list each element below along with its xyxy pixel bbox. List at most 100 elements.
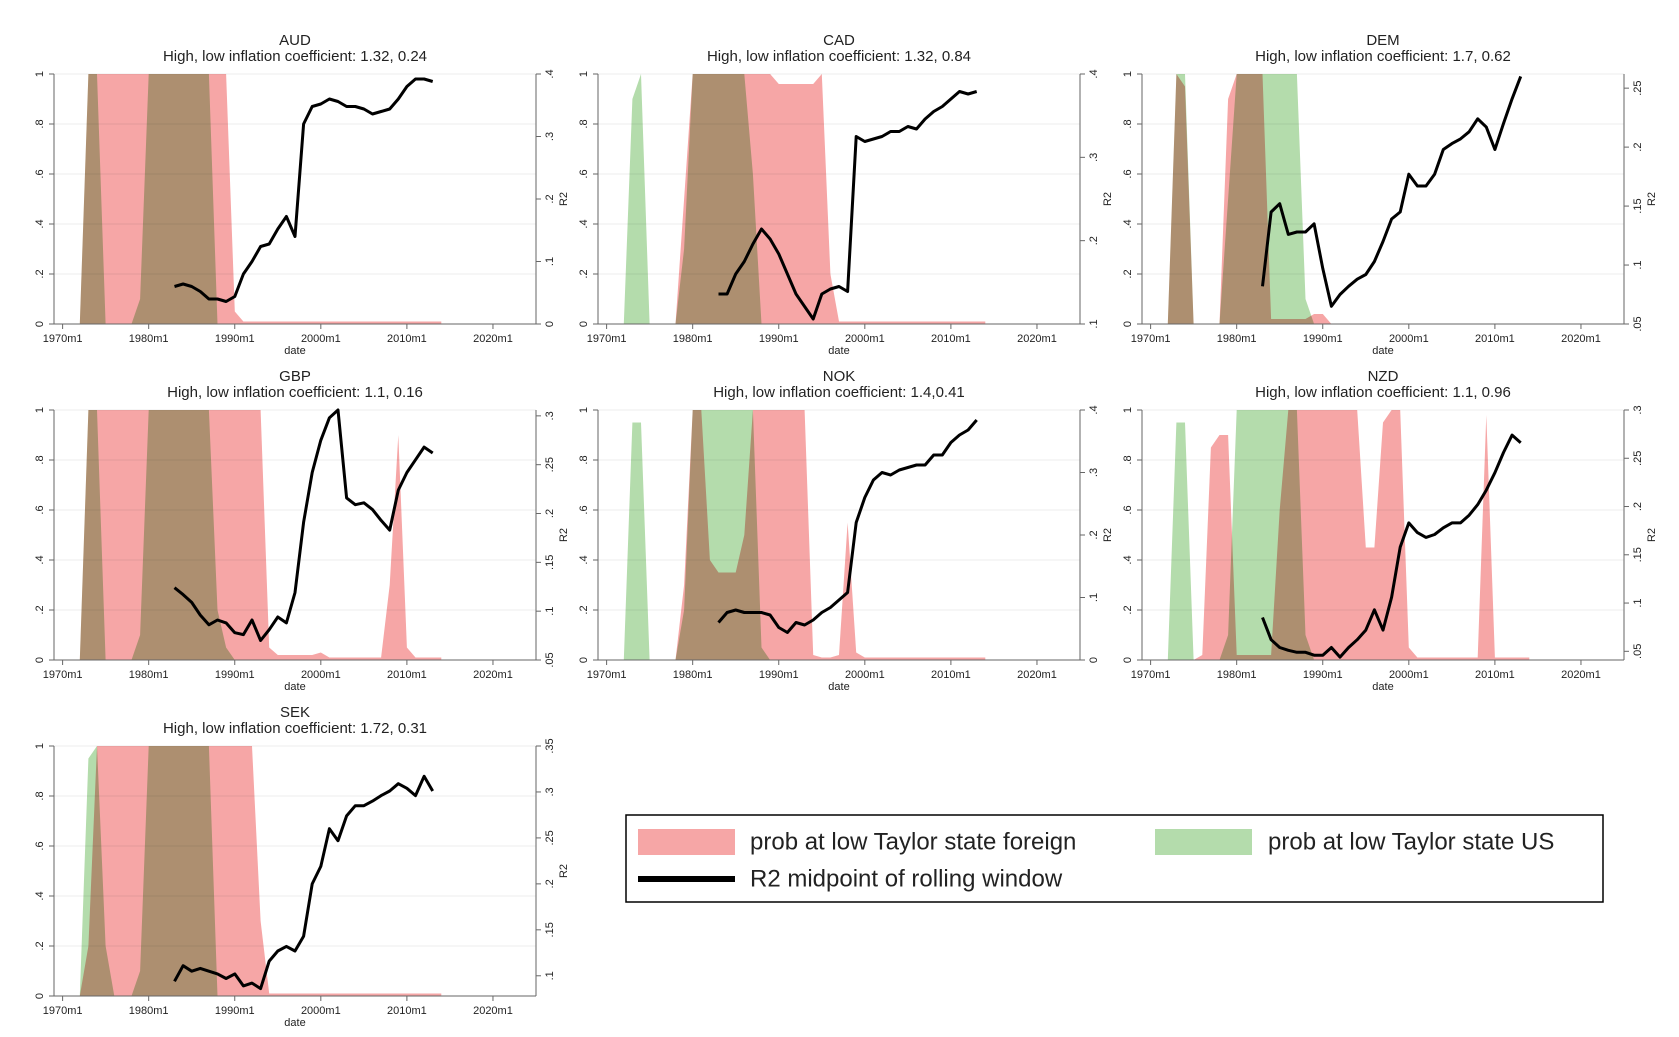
panel-title: NZD: [1368, 368, 1399, 385]
y2-tick-label: .05: [544, 652, 556, 667]
x-tick-label: 1980m1: [673, 669, 713, 681]
y2-tick-label: .4: [1088, 69, 1100, 78]
r2-line: [173, 774, 434, 991]
y2-tick-label: .3: [544, 132, 556, 141]
y2-axis-label: R2: [558, 528, 570, 542]
y2-tick-label: .2: [544, 194, 556, 203]
probability-area: [623, 74, 986, 324]
panel-title: DEM: [1366, 32, 1399, 49]
y-tick-label: .2: [1122, 605, 1134, 614]
r2-line: [718, 90, 978, 321]
x-tick-label: 2000m1: [1389, 333, 1429, 345]
y2-tick-label: .15: [544, 555, 556, 570]
y2-tick-label: .2: [544, 509, 556, 518]
y2-tick-label: .2: [1088, 236, 1100, 245]
y-tick-label: .4: [34, 555, 46, 564]
x-tick-label: 2000m1: [845, 669, 885, 681]
x-tick-label: 2020m1: [1017, 333, 1057, 345]
y-tick-label: .6: [34, 505, 46, 514]
probability-area: [79, 74, 442, 324]
y-tick-label: 0: [578, 321, 590, 327]
x-axis-label: date: [1372, 345, 1393, 357]
y2-tick-label: .25: [1632, 81, 1644, 96]
y2-tick-label: .2: [1632, 143, 1644, 152]
legend-label: prob at low Taylor state US: [1268, 828, 1554, 855]
x-tick-label: 1970m1: [43, 669, 83, 681]
x-tick-label: 1980m1: [673, 333, 713, 345]
panel-subtitle: High, low inflation coefficient: 1.4,0.4…: [713, 384, 965, 401]
r2-line: [1261, 75, 1523, 308]
x-tick-label: 1980m1: [129, 1005, 169, 1017]
x-axis-label: date: [828, 345, 849, 357]
panel-title: AUD: [279, 32, 311, 49]
x-tick-label: 1970m1: [587, 669, 627, 681]
x-tick-label: 2000m1: [845, 333, 885, 345]
x-axis-label: date: [828, 681, 849, 693]
y2-tick-label: .15: [1632, 547, 1644, 562]
legend-swatch: [638, 829, 735, 855]
y-tick-label: 1: [34, 743, 46, 749]
x-tick-label: 2000m1: [301, 333, 341, 345]
y2-tick-label: .25: [544, 830, 556, 845]
y2-tick-label: .25: [544, 457, 556, 472]
x-axis-label: date: [284, 1017, 305, 1029]
y-tick-label: 1: [578, 407, 590, 413]
probability-area: [623, 410, 986, 660]
probability-area: [79, 746, 442, 996]
panel-subtitle: High, low inflation coefficient: 1.32, 0…: [163, 48, 427, 65]
y-tick-label: .2: [1122, 269, 1134, 278]
panel-subtitle: High, low inflation coefficient: 1.1, 0.…: [167, 384, 423, 401]
panel-subtitle: High, low inflation coefficient: 1.72, 0…: [163, 720, 427, 737]
x-axis-label: date: [1372, 681, 1393, 693]
y-tick-label: .2: [34, 605, 46, 614]
y2-tick-label: .1: [544, 607, 556, 616]
x-tick-label: 1990m1: [759, 669, 799, 681]
x-tick-label: 2000m1: [1389, 669, 1429, 681]
x-tick-label: 2020m1: [473, 1005, 513, 1017]
y2-tick-label: .4: [1088, 405, 1100, 414]
y-tick-label: 0: [578, 657, 590, 663]
y-tick-label: 1: [34, 71, 46, 77]
panel-title: CAD: [823, 32, 855, 49]
y-tick-label: 0: [34, 993, 46, 999]
x-tick-label: 1970m1: [1131, 333, 1171, 345]
x-tick-label: 1980m1: [129, 669, 169, 681]
y2-tick-label: .1: [544, 257, 556, 266]
legend-box: [625, 814, 1604, 903]
x-tick-label: 2020m1: [1017, 669, 1057, 681]
r2-line: [717, 419, 978, 634]
legend-swatch: [1155, 829, 1252, 855]
y-tick-label: .8: [1122, 455, 1134, 464]
x-tick-label: 1990m1: [1303, 669, 1343, 681]
x-tick-label: 1990m1: [759, 333, 799, 345]
y2-axis-label: R2: [1646, 528, 1658, 542]
x-tick-label: 1980m1: [1217, 669, 1257, 681]
y2-tick-label: .3: [544, 411, 556, 420]
y2-tick-label: .3: [1632, 405, 1644, 414]
panel-subtitle: High, low inflation coefficient: 1.32, 0…: [707, 48, 971, 65]
y-tick-label: .6: [1122, 505, 1134, 514]
x-tick-label: 2020m1: [1561, 333, 1601, 345]
y-tick-label: .2: [34, 941, 46, 950]
r2-line: [174, 77, 434, 303]
y2-tick-label: .1: [1088, 593, 1100, 602]
x-tick-label: 1970m1: [1131, 669, 1171, 681]
probability-area: [1167, 410, 1530, 660]
y-tick-label: .8: [34, 791, 46, 800]
r2-line: [173, 408, 434, 642]
y-tick-label: 1: [34, 407, 46, 413]
y2-axis-label: R2: [1102, 192, 1114, 206]
probability-area: [1167, 74, 1530, 324]
x-tick-label: 2020m1: [1561, 669, 1601, 681]
probability-area: [623, 410, 986, 660]
x-tick-label: 2000m1: [301, 669, 341, 681]
y-tick-label: .6: [34, 169, 46, 178]
y2-tick-label: .25: [1632, 451, 1644, 466]
y-tick-label: .4: [34, 891, 46, 900]
